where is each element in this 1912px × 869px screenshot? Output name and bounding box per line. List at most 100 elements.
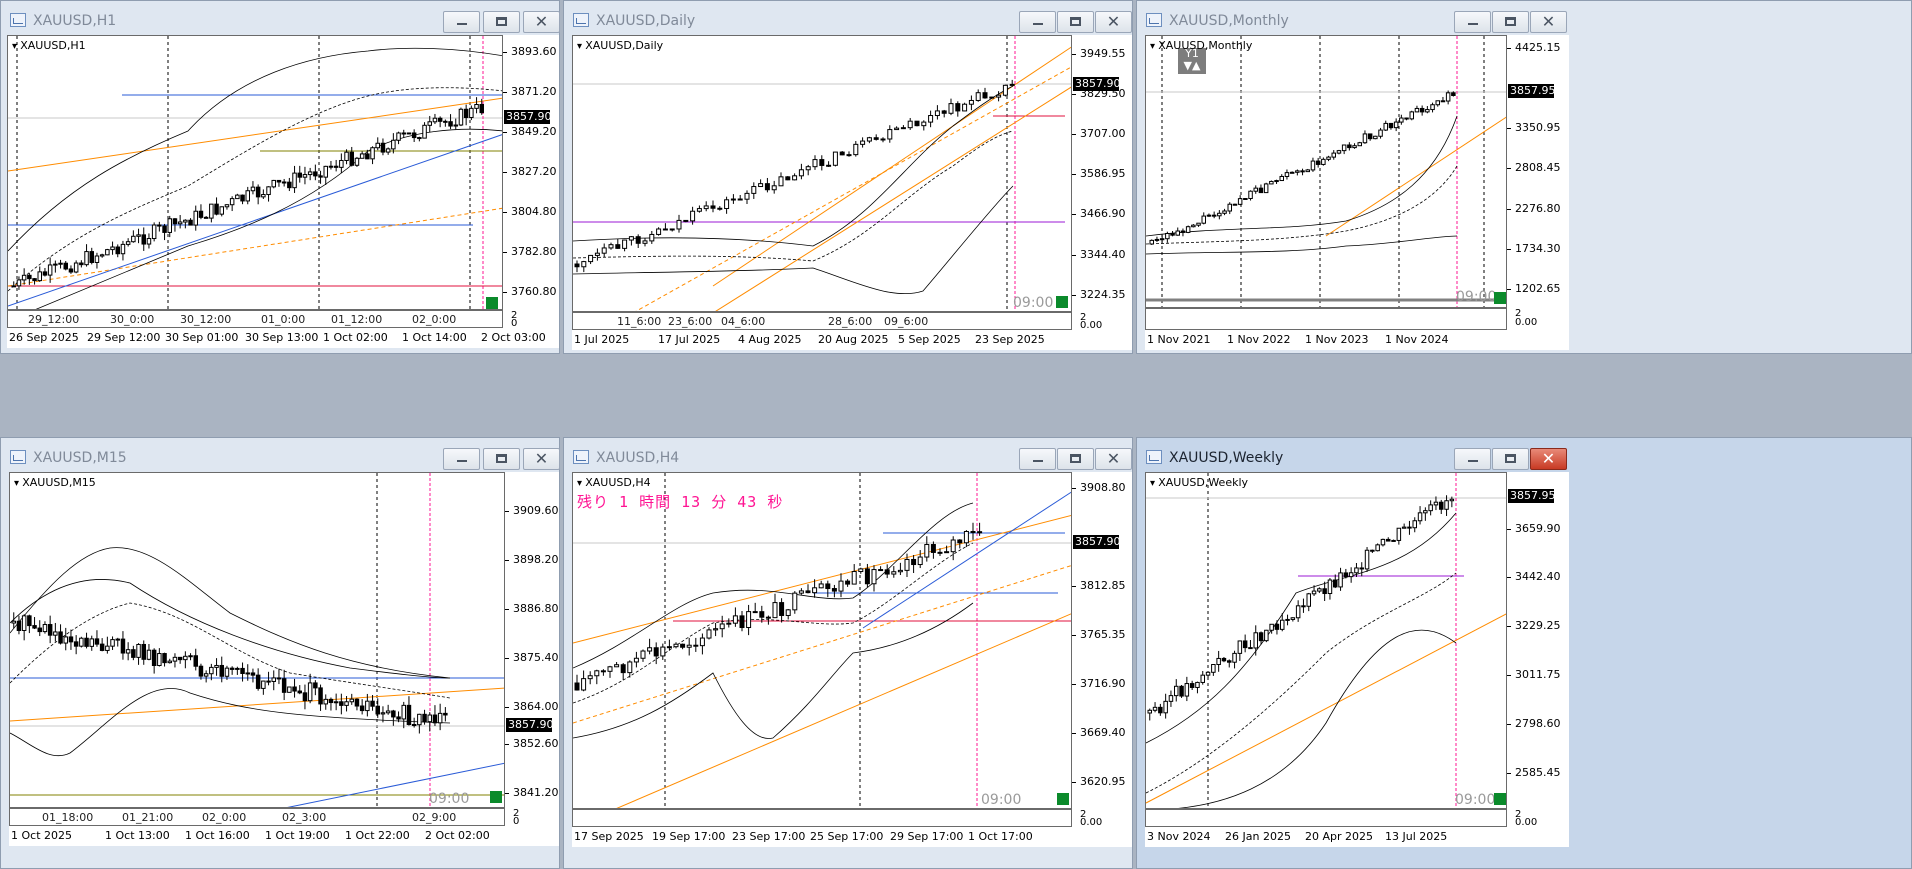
indicator-subwindow[interactable] <box>1145 809 1507 827</box>
candle-body <box>1359 567 1364 570</box>
close-button[interactable]: ✕ <box>523 448 560 470</box>
maximize-button[interactable] <box>1492 448 1529 470</box>
candle-body <box>693 644 699 647</box>
title-bar[interactable]: XAUUSD,Monthly ✕ <box>1137 1 1911 41</box>
indicator-subwindow[interactable]: 01_18:00 01_21:00 02_0:00 02_3:00 02_9:0… <box>9 808 505 826</box>
chart-plot-area[interactable]: XAUUSD,H4 残り 1 時間 13 分 43 秒 09:00 <box>572 472 1072 809</box>
candlesticks <box>574 79 1015 273</box>
candle-body <box>751 186 757 194</box>
indicator-subwindow[interactable]: 11_6:00 23_6:00 04_6:00 28_6:00 09_6:00 <box>572 312 1072 330</box>
chart-window-h1[interactable]: XAUUSD,H1 ✕ XAUUSD,H1 <box>0 0 560 354</box>
chart-symbol-label: XAUUSD,H4 <box>577 476 650 489</box>
close-button[interactable]: ✕ <box>1530 11 1567 33</box>
candle-body <box>1401 526 1407 529</box>
title-bar[interactable]: XAUUSD,Weekly ✕ <box>1137 438 1911 478</box>
candle-body <box>669 228 675 231</box>
price-axis[interactable]: 3949.55 3857.90 3829.50 3707.00 3586.95 … <box>1072 35 1132 312</box>
candle-body <box>99 643 105 651</box>
candle-body <box>339 701 344 706</box>
maximize-button[interactable] <box>1057 448 1094 470</box>
candle-body <box>1280 619 1285 630</box>
candle-body <box>673 643 679 648</box>
time-axis[interactable]: 26 Sep 2025 29 Sep 12:00 30 Sep 01:00 30… <box>7 328 559 348</box>
chart-window-daily[interactable]: XAUUSD,Daily ✕ XAUUSD,Daily 09:00 <box>563 0 1133 354</box>
candle-body <box>831 588 837 592</box>
maximize-button[interactable] <box>1057 11 1094 33</box>
candle-body <box>1248 647 1253 650</box>
minimize-button[interactable] <box>1019 11 1056 33</box>
sub-axis-tick: 2 <box>1080 312 1087 323</box>
candle-body <box>812 159 818 168</box>
chart-window-m15[interactable]: XAUUSD,M15 ✕ XAUUSD,M15 09:00 3909.60 <box>0 437 560 869</box>
close-button[interactable]: ✕ <box>1530 448 1567 470</box>
price-axis[interactable]: 3909.60 3898.20 3886.80 3875.40 3864.00 … <box>505 472 559 808</box>
price-axis[interactable]: 3857.95 3659.90 3442.40 3229.25 3011.75 … <box>1507 472 1569 809</box>
candle-body <box>47 624 53 636</box>
candle-body <box>1191 224 1196 228</box>
title-bar[interactable]: XAUUSD,M15 ✕ <box>1 438 560 478</box>
time-axis[interactable]: 3 Nov 2024 26 Jan 2025 20 Apr 2025 13 Ju… <box>1145 827 1569 847</box>
price-axis[interactable]: 3908.80 3857.90 3812.85 3765.35 3716.90 … <box>1072 472 1132 809</box>
chart-plot-area[interactable]: XAUUSD,M15 09:00 <box>9 472 505 808</box>
minimize-button[interactable] <box>1454 11 1491 33</box>
maximize-button[interactable] <box>483 11 520 33</box>
candle-body <box>167 218 172 233</box>
chart-window-h4[interactable]: XAUUSD,H4 ✕ XAUUSD,H4 残り 1 時間 13 分 43 秒 <box>563 437 1133 869</box>
candle-body <box>732 615 738 624</box>
minimize-button[interactable] <box>1019 448 1056 470</box>
candle-body <box>1393 121 1399 129</box>
candle-body <box>94 638 100 645</box>
time-axis[interactable]: 1 Nov 2021 1 Nov 2022 1 Nov 2023 1 Nov 2… <box>1145 330 1569 350</box>
candle-body <box>1445 92 1451 102</box>
close-button[interactable]: ✕ <box>1095 448 1132 470</box>
chart-plot-area[interactable]: XAUUSD,Weekly 09:00 <box>1145 472 1507 809</box>
candle-body <box>1152 706 1158 711</box>
time-axis[interactable]: 1 Jul 2025 17 Jul 2025 4 Aug 2025 20 Aug… <box>572 330 1132 350</box>
chart-window-monthly[interactable]: XAUUSD,Monthly ✕ XAUUSD,Monthly Y1▼▲ 09:… <box>1136 0 1912 354</box>
x-tick: 26 Jan 2025 <box>1225 830 1291 843</box>
price-chart <box>8 36 502 309</box>
candle-body <box>417 713 422 726</box>
close-button[interactable]: ✕ <box>1095 11 1132 33</box>
candle-body <box>359 153 365 159</box>
candle-body <box>1404 117 1409 120</box>
title-bar[interactable]: XAUUSD,H1 ✕ <box>1 1 560 41</box>
candle-body <box>710 205 716 209</box>
indicator-subwindow[interactable] <box>1145 308 1507 330</box>
chart-window-icon <box>10 13 26 27</box>
candle-body <box>177 221 183 225</box>
minimize-button[interactable] <box>1454 448 1491 470</box>
period-indicator-badge[interactable]: Y1 ▼▲ <box>1178 48 1206 74</box>
minimize-button[interactable] <box>443 448 480 470</box>
price-axis[interactable]: 4425.15 3857.95 3350.95 2808.45 2276.80 … <box>1507 35 1569 308</box>
candle-body <box>1289 171 1295 174</box>
candle-body <box>1367 133 1373 140</box>
chart-plot-area[interactable]: XAUUSD,Daily 09:00 <box>572 35 1072 312</box>
price-axis[interactable]: 3893.60 3871.20 3857.90 3849.20 3827.20 … <box>503 35 559 310</box>
chart-plot-area[interactable]: XAUUSD,H1 <box>7 35 503 310</box>
maximize-button[interactable] <box>1492 11 1529 33</box>
time-axis[interactable]: 1 Oct 2025 1 Oct 13:00 1 Oct 16:00 1 Oct… <box>9 826 559 846</box>
price-chart: 09:00 <box>10 473 504 807</box>
time-axis[interactable]: 17 Sep 2025 19 Sep 17:00 23 Sep 17:00 25… <box>572 827 1132 847</box>
indicator-subwindow[interactable] <box>572 809 1072 827</box>
candle-body <box>474 104 479 109</box>
candle-body <box>1333 579 1338 588</box>
chart-window-weekly[interactable]: XAUUSD,Weekly ✕ XAUUSD,Weekly 09:00 3857… <box>1136 437 1912 869</box>
chart-plot-area[interactable]: XAUUSD,Monthly Y1▼▲ 09:00 <box>1145 35 1507 308</box>
indicator-subwindow[interactable]: 29_12:00 30_0:00 30_12:00 01_0:00 01_12:… <box>7 310 503 328</box>
candle-body <box>261 680 266 689</box>
y-tick: 3864.00 <box>505 700 559 713</box>
candle-body <box>443 120 448 123</box>
candle-body <box>805 166 811 171</box>
maximize-button[interactable] <box>483 448 520 470</box>
close-button[interactable]: ✕ <box>523 11 560 33</box>
candle-body <box>1317 588 1322 592</box>
title-bar[interactable]: XAUUSD,H4 ✕ <box>564 438 1132 478</box>
candle-body <box>948 103 954 114</box>
candle-body <box>846 154 852 157</box>
candle-body <box>131 235 136 243</box>
bollinger-bands <box>10 547 451 757</box>
title-bar[interactable]: XAUUSD,Daily ✕ <box>564 1 1132 41</box>
minimize-button[interactable] <box>443 11 480 33</box>
